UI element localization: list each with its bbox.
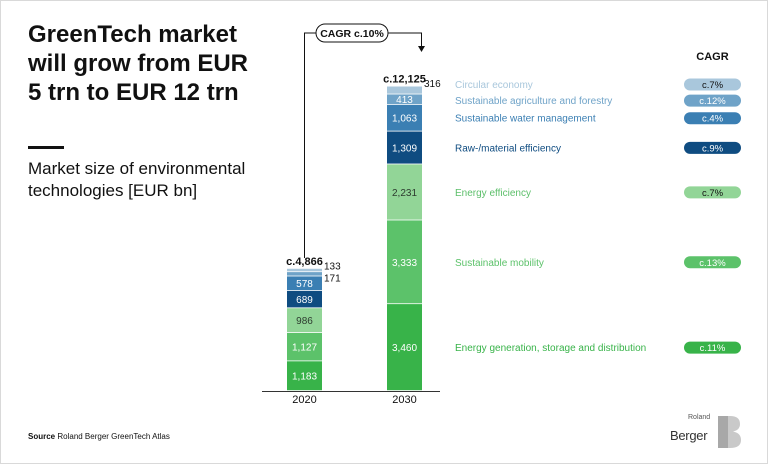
legend-label: Sustainable mobility bbox=[455, 258, 544, 269]
bar-segment bbox=[387, 131, 422, 164]
legend-label: Sustainable agriculture and forestry bbox=[455, 96, 612, 107]
legend-label: Energy generation, storage and distribut… bbox=[455, 343, 646, 354]
logo-b-mark-icon bbox=[718, 416, 741, 448]
cagr-pill-label: c.13% bbox=[699, 258, 726, 269]
bar-value-label: 689 bbox=[296, 295, 313, 306]
cagr-pill bbox=[684, 341, 741, 354]
bar-value-label: 1,063 bbox=[392, 114, 417, 125]
bar-value-label: 3,333 bbox=[392, 258, 417, 269]
legend-label: Circular economy bbox=[455, 80, 533, 91]
title-divider bbox=[28, 146, 64, 149]
cagr-pill bbox=[684, 186, 741, 199]
bar-segment bbox=[287, 308, 322, 333]
x-tick-label: 2030 bbox=[392, 394, 416, 406]
cagr-pill bbox=[684, 112, 741, 125]
bar-segment bbox=[287, 361, 322, 391]
cagr-pill-label: c.11% bbox=[700, 343, 726, 354]
logo-roland-text: Roland bbox=[688, 414, 711, 421]
cagr-pill bbox=[684, 141, 741, 154]
cagr-pill bbox=[684, 94, 741, 107]
bar-segment bbox=[287, 272, 322, 276]
bar-value-label: 1,127 bbox=[292, 343, 317, 354]
bar-value-label: 986 bbox=[296, 316, 313, 327]
bar-segment bbox=[387, 304, 422, 391]
cagr-pill-label: c.7% bbox=[702, 80, 724, 91]
bar-value-label: 578 bbox=[296, 279, 313, 290]
source-text: Roland Berger GreenTech Atlas bbox=[57, 432, 170, 441]
bar-value-label: 413 bbox=[396, 95, 413, 106]
cagr-callout-box bbox=[315, 23, 389, 43]
bar-value-label-outside: 316 bbox=[424, 79, 441, 90]
roland-berger-logo: Roland Berger bbox=[668, 412, 746, 454]
logo-berger-text: Berger bbox=[670, 428, 708, 443]
legend-label: Raw-/material efficiency bbox=[455, 143, 561, 154]
source-note: Source Roland Berger GreenTech Atlas bbox=[28, 432, 170, 441]
bar-value-label: 1,183 bbox=[292, 372, 317, 383]
bar-total-label: c.12,125 bbox=[383, 74, 426, 86]
cagr-pill-label: c.7% bbox=[702, 188, 724, 199]
bar-segment bbox=[387, 220, 422, 304]
cagr-column-header: CAGR bbox=[696, 51, 728, 63]
legend-label: Energy efficiency bbox=[455, 188, 531, 199]
bar-segment bbox=[387, 86, 422, 94]
bar-segment bbox=[287, 290, 322, 308]
bar-value-label-outside: 171 bbox=[324, 273, 341, 284]
bar-segment bbox=[387, 104, 422, 131]
bar-value-label: 2,231 bbox=[392, 188, 417, 199]
bar-segment bbox=[387, 164, 422, 220]
x-tick-label: 2020 bbox=[292, 394, 316, 406]
cagr-arrow-icon bbox=[418, 46, 425, 52]
bar-value-label: 1,309 bbox=[392, 143, 417, 154]
chart-subtitle: Market size of environmental technologie… bbox=[28, 159, 246, 200]
bar-segment bbox=[287, 276, 322, 291]
page-title: GreenTech market will grow from EUR 5 tr… bbox=[28, 21, 249, 106]
cagr-pill bbox=[684, 78, 741, 91]
cagr-callout-label: CAGR c.10% bbox=[320, 28, 384, 40]
legend-label: Sustainable water management bbox=[455, 114, 596, 125]
cagr-pill bbox=[684, 256, 741, 269]
source-label: Source bbox=[28, 432, 56, 441]
cagr-pill-label: c.4% bbox=[702, 114, 724, 125]
bar-value-label-outside: 133 bbox=[324, 261, 341, 272]
bar-segment bbox=[287, 332, 322, 361]
cagr-pill-label: c.9% bbox=[702, 143, 724, 154]
bar-total-label: c.4,866 bbox=[286, 256, 323, 268]
bar-segment bbox=[387, 94, 422, 105]
bar-value-label: 3,460 bbox=[392, 343, 417, 354]
bar-segment bbox=[287, 268, 322, 272]
cagr-pill-label: c.12% bbox=[699, 96, 726, 107]
